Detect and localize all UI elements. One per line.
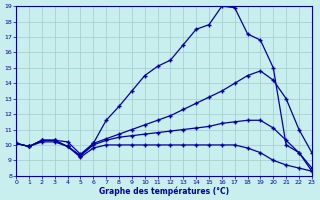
X-axis label: Graphe des températures (°C): Graphe des températures (°C) bbox=[99, 186, 229, 196]
